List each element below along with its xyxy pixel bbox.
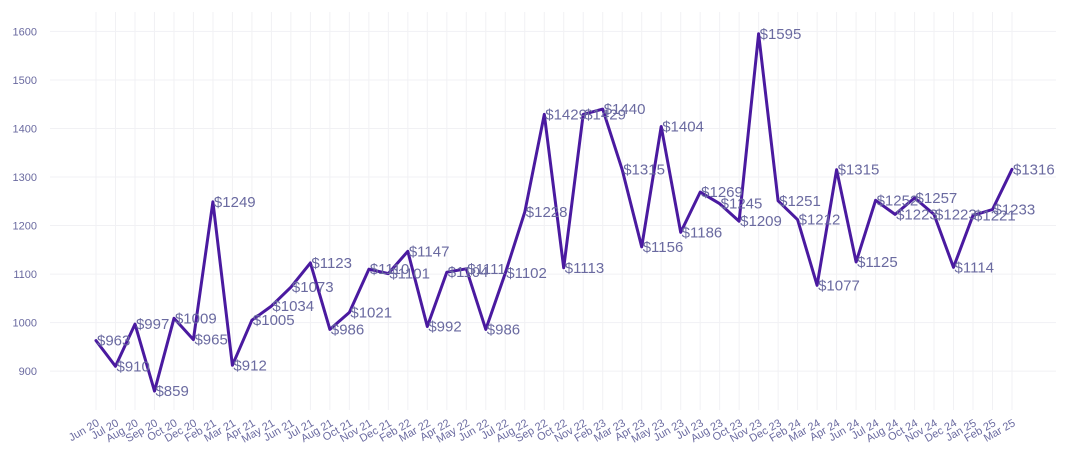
data-label: $1110 xyxy=(370,261,410,278)
y-tick-label: 1200 xyxy=(13,221,37,233)
data-label: $992 xyxy=(428,319,461,336)
data-label: $1111 xyxy=(467,261,505,278)
data-label: $912 xyxy=(233,357,266,374)
data-label: $1125 xyxy=(857,254,898,271)
data-label: $1102 xyxy=(506,265,547,282)
data-label: $1257 xyxy=(916,190,958,207)
y-tick-label: 1500 xyxy=(13,75,37,87)
data-label: $1252 xyxy=(877,192,919,209)
data-label: $1429 xyxy=(584,106,626,123)
data-label: $986 xyxy=(331,321,364,338)
data-label: $1009 xyxy=(175,310,217,327)
y-tick-label: 1600 xyxy=(13,26,37,38)
data-label: $1034 xyxy=(272,298,314,315)
data-label: $1440 xyxy=(604,101,646,118)
data-label: $1595 xyxy=(760,26,802,43)
data-label: $1315 xyxy=(838,162,880,179)
series-line xyxy=(94,32,1014,393)
data-label: $1101 xyxy=(389,266,430,283)
data-label: $1156 xyxy=(643,239,684,256)
y-tick-label: 1400 xyxy=(13,123,37,135)
data-label: $1249 xyxy=(214,194,256,211)
data-label: $1147 xyxy=(409,243,450,260)
y-tick-label: 1000 xyxy=(13,318,37,330)
data-label: $1005 xyxy=(253,312,295,329)
y-tick-label: 900 xyxy=(19,366,37,378)
data-label: $1073 xyxy=(292,279,334,296)
data-label: $965 xyxy=(194,332,227,349)
data-label: $1221 xyxy=(974,207,1016,224)
data-label: $1316 xyxy=(1013,161,1055,178)
data-label: $986 xyxy=(487,321,520,338)
data-label: $1223 xyxy=(896,206,938,223)
data-label: $859 xyxy=(155,383,188,400)
data-label: $910 xyxy=(116,358,149,375)
data-label: $1077 xyxy=(818,277,860,294)
grid xyxy=(50,12,1056,410)
data-label: $963 xyxy=(97,333,130,350)
data-label: $1245 xyxy=(721,196,763,213)
data-label: $1223 xyxy=(935,206,977,223)
data-label: $1021 xyxy=(350,304,392,321)
y-tick-label: 1100 xyxy=(13,269,37,281)
data-label: $1251 xyxy=(779,193,821,210)
data-label: $1315 xyxy=(623,162,665,179)
data-label: $1114 xyxy=(955,259,995,276)
data-label: $1123 xyxy=(311,255,352,272)
data-label: $1228 xyxy=(526,204,568,221)
data-label: $1212 xyxy=(799,212,841,229)
data-label: $1429 xyxy=(545,106,587,123)
y-axis: 900 1000 1100 1200 1300 1400 1500 1600 xyxy=(13,26,37,378)
data-label: $1209 xyxy=(740,213,782,230)
data-label: $1233 xyxy=(994,202,1036,219)
data-label: $1269 xyxy=(701,184,743,201)
data-label: $1104 xyxy=(448,264,489,281)
data-labels: $963$910$997$859$1009$965$1249$912$1005$… xyxy=(97,26,1055,400)
y-tick-label: 1300 xyxy=(13,172,37,184)
data-label: $1404 xyxy=(662,119,704,136)
data-label: $1186 xyxy=(682,224,723,241)
data-label: $1113 xyxy=(565,260,605,277)
data-label: $997 xyxy=(136,316,169,333)
